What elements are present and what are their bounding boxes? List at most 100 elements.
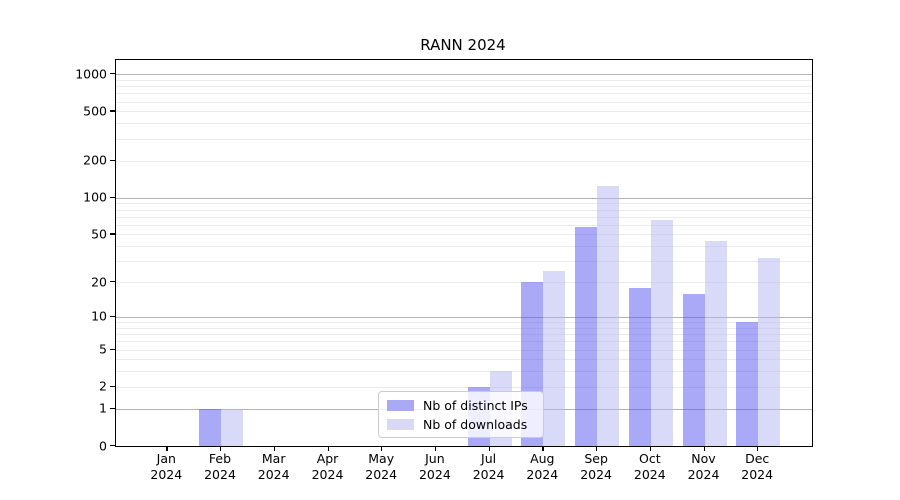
- x-tick-label: Jan 2024: [136, 451, 196, 483]
- legend-label-distinct-ips: Nb of distinct IPs: [423, 397, 528, 413]
- x-tick-month: Dec: [745, 451, 770, 466]
- x-tick-year: 2024: [472, 467, 505, 482]
- x-tick-mark: [596, 446, 598, 451]
- x-tick-year: 2024: [311, 467, 344, 482]
- minor-gridline: [116, 203, 812, 205]
- y-tick-mark: [110, 110, 115, 112]
- x-tick-label: Mar 2024: [244, 451, 304, 483]
- x-tick-label: May 2024: [351, 451, 411, 483]
- y-tick-label: 50: [91, 226, 107, 242]
- bar-downloads: [650, 219, 673, 446]
- bar-downloads: [704, 241, 727, 446]
- x-tick-label: Aug 2024: [512, 451, 572, 483]
- y-tick-label: 1000: [75, 66, 107, 82]
- minor-gridline: [116, 123, 812, 125]
- y-tick-mark: [110, 445, 115, 447]
- y-tick-mark: [110, 385, 115, 388]
- major-gridline: [116, 316, 812, 318]
- x-tick-mark: [488, 446, 490, 451]
- x-tick-mark: [649, 446, 652, 451]
- minor-gridline: [116, 371, 812, 373]
- y-tick-label: 20: [91, 274, 107, 290]
- minor-gridline: [116, 327, 812, 329]
- minor-gridline: [116, 93, 812, 95]
- minor-gridline: [116, 322, 812, 324]
- x-tick-year: 2024: [580, 467, 612, 482]
- y-tick-mark: [110, 281, 115, 283]
- minor-gridline: [116, 209, 812, 211]
- bar-distinct-ips: [575, 226, 598, 446]
- x-tick-year: 2024: [257, 467, 290, 482]
- y-tick-mark: [110, 348, 115, 350]
- x-tick-label: Dec 2024: [727, 451, 787, 483]
- bar-distinct-ips: [682, 293, 705, 446]
- minor-gridline: [116, 216, 812, 218]
- y-tick-mark: [110, 233, 115, 235]
- legend-row-distinct-ips: Nb of distinct IPs: [387, 398, 535, 413]
- y-tick-mark: [110, 73, 115, 75]
- x-tick-year: 2024: [204, 467, 236, 482]
- x-tick-label: Feb 2024: [190, 451, 250, 483]
- y-tick-mark: [110, 196, 115, 198]
- minor-gridline: [116, 359, 812, 361]
- major-gridline: [116, 197, 812, 199]
- minor-gridline: [116, 246, 812, 248]
- x-tick-mark: [166, 446, 168, 451]
- x-tick-label: Jul 2024: [459, 451, 519, 483]
- x-tick-year: 2024: [741, 467, 774, 482]
- x-tick-mark: [434, 446, 437, 451]
- x-tick-label: Nov 2024: [674, 451, 734, 483]
- y-tick-label: 100: [83, 189, 107, 205]
- minor-gridline: [116, 234, 812, 236]
- y-tick-label: 200: [83, 152, 107, 168]
- x-tick-month: Jun: [425, 451, 445, 466]
- x-tick-mark: [757, 446, 759, 451]
- minor-gridline: [116, 79, 812, 81]
- x-tick-year: 2024: [526, 467, 559, 482]
- legend-label-downloads: Nb of downloads: [423, 416, 528, 432]
- x-tick-label: Jun 2024: [405, 451, 465, 483]
- plot-area: Nb of distinct IPs Nb of downloads: [115, 59, 813, 447]
- y-tick-label: 5: [99, 341, 107, 357]
- bar-downloads: [221, 408, 243, 446]
- x-tick-year: 2024: [365, 467, 398, 482]
- x-tick-month: Aug: [530, 451, 555, 466]
- legend-row-downloads: Nb of downloads: [387, 417, 535, 432]
- x-tick-mark: [703, 446, 705, 451]
- x-tick-year: 2024: [150, 467, 183, 482]
- minor-gridline: [116, 111, 812, 113]
- chart-title: RANN 2024: [420, 36, 506, 54]
- y-tick-label: 0: [99, 438, 107, 453]
- x-tick-month: Sep: [584, 451, 608, 466]
- bar-downloads: [758, 257, 781, 446]
- legend: Nb of distinct IPs Nb of downloads: [378, 391, 544, 438]
- x-tick-month: Jan: [156, 451, 176, 466]
- x-tick-year: 2024: [687, 467, 720, 482]
- bar-distinct-ips: [628, 287, 651, 446]
- x-tick-mark: [542, 446, 544, 451]
- bar-distinct-ips: [199, 408, 221, 446]
- x-tick-month: Mar: [261, 451, 286, 466]
- minor-gridline: [116, 160, 812, 162]
- minor-gridline: [116, 224, 812, 226]
- y-tick-mark: [110, 407, 115, 409]
- x-tick-mark: [381, 446, 383, 451]
- y-tick-label: 2: [99, 378, 107, 394]
- y-tick-label: 1: [99, 400, 107, 416]
- x-tick-label: Oct 2024: [620, 451, 680, 483]
- x-tick-mark: [273, 446, 275, 451]
- x-tick-mark: [327, 446, 329, 451]
- x-tick-month: Oct: [638, 451, 661, 466]
- x-tick-month: Nov: [691, 451, 716, 466]
- minor-gridline: [116, 341, 812, 343]
- bar-downloads: [597, 185, 620, 446]
- y-tick-mark: [110, 315, 115, 318]
- minor-gridline: [116, 138, 812, 140]
- legend-swatch-downloads: [387, 418, 414, 430]
- x-tick-label: Apr 2024: [298, 451, 358, 483]
- y-tick-label: 10: [91, 308, 107, 324]
- x-tick-month: Apr: [316, 451, 339, 466]
- legend-swatch-distinct-ips: [387, 399, 414, 411]
- y-tick-label: 500: [83, 103, 107, 119]
